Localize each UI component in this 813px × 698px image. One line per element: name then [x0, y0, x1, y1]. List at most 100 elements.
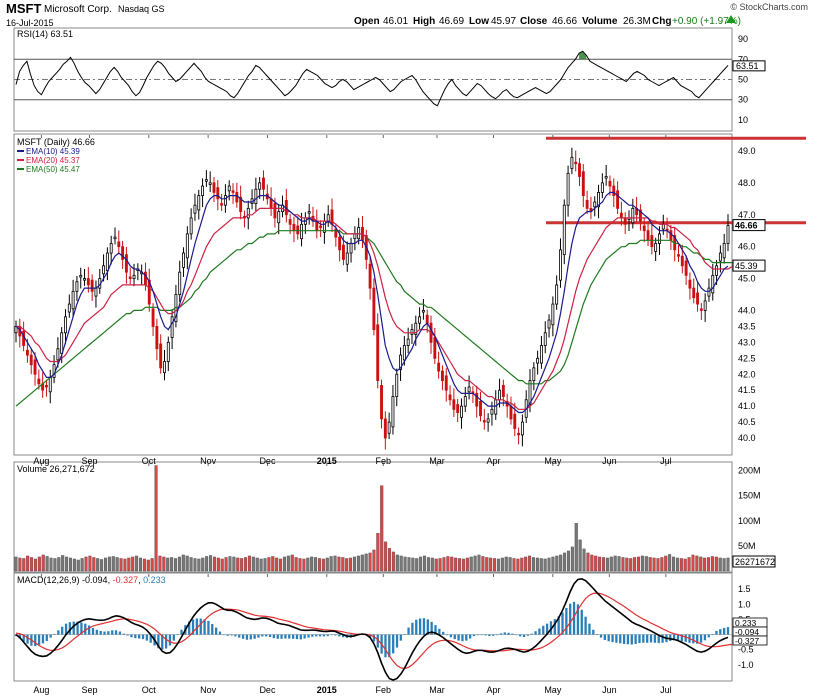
- candle-body: [307, 211, 311, 214]
- volume-bar: [228, 556, 232, 572]
- price-tick-label: 40.5: [738, 417, 756, 427]
- candle-body: [124, 254, 128, 273]
- macd-histogram-bar: [384, 634, 387, 658]
- candle-body: [349, 243, 353, 254]
- volume-bar: [574, 523, 578, 572]
- macd-title-label: MACD(12,26,9): [17, 575, 80, 585]
- volume-label: Volume: [582, 16, 618, 27]
- macd-histogram-bar: [368, 634, 372, 638]
- macd-histogram-bar: [99, 630, 102, 635]
- macd-histogram-bar: [561, 612, 564, 635]
- volume-title-label: Volume: [17, 464, 47, 474]
- macd-histogram-bar: [545, 623, 549, 635]
- macd-histogram-bar: [515, 634, 518, 636]
- macd-histogram-bar: [599, 634, 603, 638]
- price-value-label: 45.39: [735, 261, 758, 271]
- macd-title-hist: 0.233: [143, 575, 166, 585]
- macd-histogram-bar: [334, 634, 337, 636]
- rsi-tick-label: 50: [738, 75, 748, 85]
- candle-body: [94, 287, 98, 297]
- month-label-bottom: Sep: [81, 685, 97, 695]
- candle-body: [520, 421, 524, 436]
- volume-bar: [329, 556, 333, 572]
- macd-histogram-bar: [588, 623, 591, 635]
- macd-histogram-bar: [699, 634, 703, 643]
- candle-body: [482, 420, 486, 423]
- macd-histogram-bar: [311, 634, 314, 637]
- volume-bar: [107, 556, 111, 572]
- candle-body: [178, 271, 182, 295]
- company-name: Microsoft Corp.: [44, 4, 112, 15]
- volume-bar: [18, 557, 22, 572]
- volume-bar: [399, 555, 403, 572]
- volume-bar: [376, 533, 380, 572]
- candle-body: [509, 405, 513, 420]
- volume-bar: [531, 557, 535, 572]
- volume-bar: [212, 556, 216, 572]
- volume-bar: [236, 557, 240, 572]
- macd-histogram-bar: [468, 634, 472, 639]
- exchange: Nasdaq GS: [118, 4, 165, 14]
- macd-histogram-bar: [295, 634, 299, 640]
- volume-bar: [177, 556, 181, 572]
- price-title-label: MSFT (Daily): [17, 137, 70, 147]
- axes: Aug Aug Sep Sep Oct Oct Nov Nov Dec Dec 2015 2015 Fe…: [33, 135, 672, 695]
- volume-title: Volume 26,271,672: [17, 464, 95, 474]
- macd-histogram-bar: [534, 631, 537, 635]
- macd-histogram-bar: [715, 630, 718, 635]
- volume-bar: [419, 556, 423, 572]
- volume-bar: [683, 558, 687, 572]
- macd-histogram-bar: [18, 634, 21, 639]
- candle-body: [513, 413, 517, 429]
- macd-histogram-bar: [399, 634, 403, 641]
- macd-histogram-bar: [542, 625, 545, 635]
- macd-histogram-bar: [411, 622, 414, 635]
- volume-bar: [209, 555, 213, 572]
- volume-bar: [407, 557, 411, 572]
- macd-histogram-bar: [438, 628, 441, 635]
- price-plot: 49.0 48.0 47.0 46.0 45.0 44.0 43.5 43.0 42.5 42.0…: [14, 136, 806, 450]
- volume-bar: [65, 556, 69, 572]
- volume-bar: [61, 555, 65, 572]
- volume-bar: [675, 557, 679, 572]
- macd-histogram-bar: [538, 628, 541, 635]
- ema50-legend-value: 45.47: [60, 165, 81, 174]
- volume-bar: [119, 558, 123, 572]
- volume-bar: [41, 554, 45, 572]
- volume-bar: [672, 556, 676, 572]
- volume-bar: [710, 556, 714, 572]
- macd-histogram-bar: [669, 634, 672, 641]
- volume-bar: [450, 556, 454, 572]
- macd-histogram-bar: [280, 634, 283, 639]
- macd-histogram-bar: [684, 634, 687, 642]
- candle-body: [578, 163, 581, 177]
- month-label-bottom: 2015: [317, 685, 337, 695]
- volume-bar: [500, 557, 504, 572]
- candle-body: [532, 367, 536, 382]
- macd-histogram-bar: [111, 630, 114, 635]
- macd-histogram-bar: [592, 629, 595, 635]
- candle-body: [418, 316, 422, 324]
- volume-bar: [286, 555, 290, 572]
- macd-histogram-bar: [449, 634, 453, 638]
- candle-body: [37, 378, 41, 385]
- candle-body: [414, 322, 418, 335]
- macd-histogram-bar: [341, 634, 345, 638]
- month-label: Jul: [660, 456, 672, 466]
- volume-bar: [555, 555, 559, 572]
- volume-bar: [601, 557, 606, 572]
- volume-bar: [621, 557, 625, 572]
- volume-bar: [664, 555, 668, 572]
- macd-histogram-bar: [530, 633, 533, 635]
- volume-bar: [290, 554, 294, 572]
- volume-bar: [508, 557, 512, 572]
- price-tick-label: 43.0: [738, 337, 756, 347]
- macd-histogram-bar: [303, 634, 306, 639]
- macd-histogram-bar: [326, 634, 329, 637]
- volume-bar: [53, 558, 57, 572]
- price-value-label: 46.66: [735, 221, 758, 231]
- volume-bar: [656, 558, 660, 572]
- volume-bar: [259, 558, 263, 572]
- price-title-value: 46.66: [72, 137, 95, 147]
- volume-bar: [205, 556, 209, 572]
